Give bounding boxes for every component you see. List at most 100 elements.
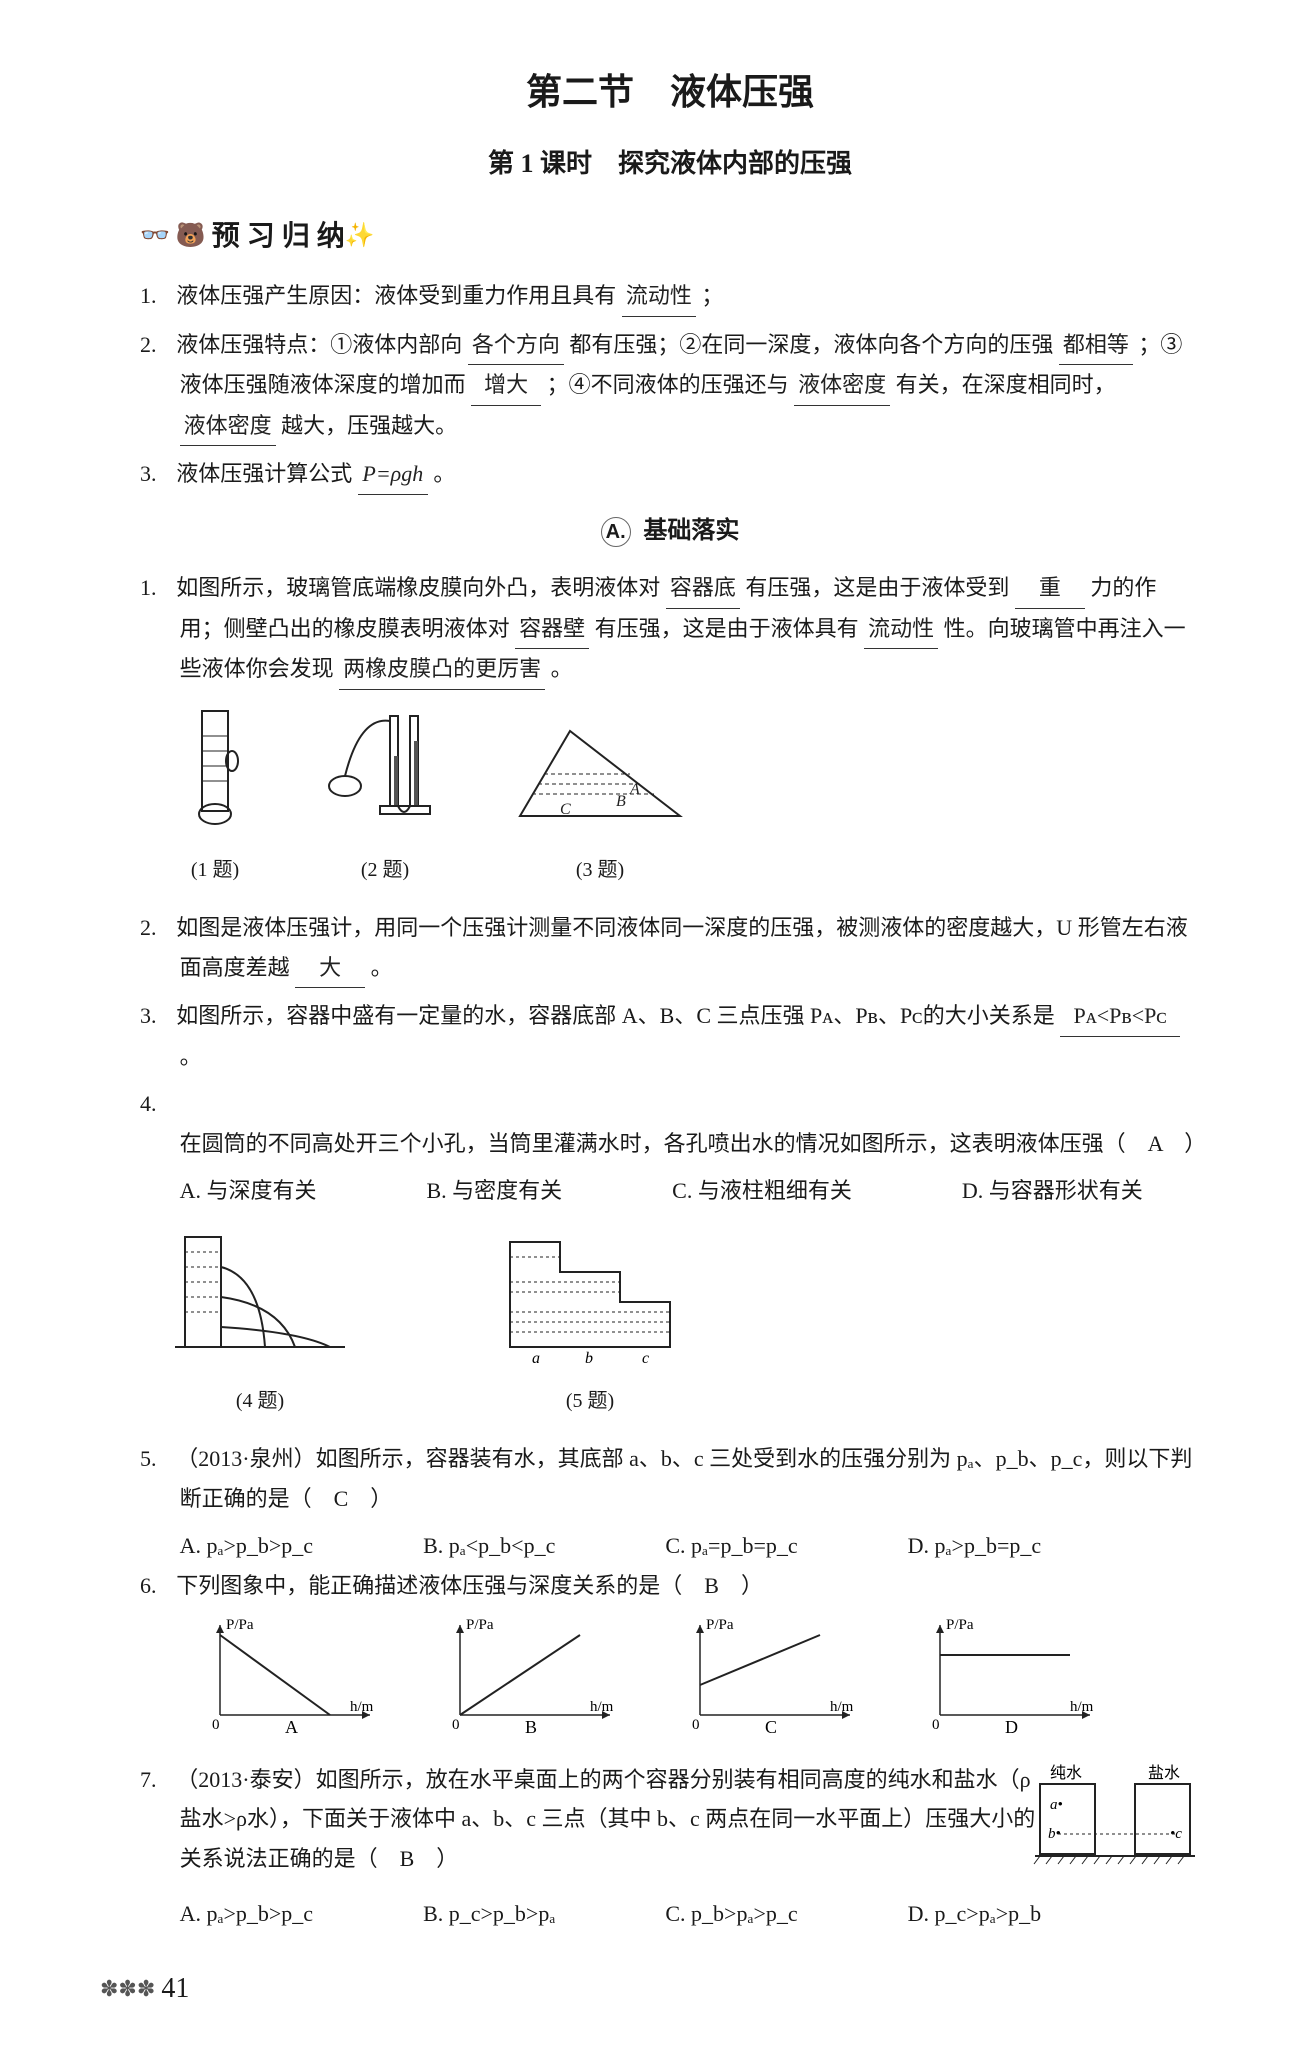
svg-text:B: B [525,1717,537,1735]
preview-list: 1. 液体压强产生原因：液体受到重力作用且具有 流动性 ； 2. 液体压强特点：… [140,276,1200,495]
svg-text:C: C [560,801,571,818]
svg-text:P/Pa: P/Pa [466,1617,494,1633]
fig-3: C B A (3 题) [510,716,690,888]
graph-row: P/Pa h/m 0 A P/Pa h/m 0 B [190,1615,1200,1745]
blank: 流动性 [622,276,696,317]
opt-c: C. pₐ=p_b=p_c [665,1526,797,1566]
q-num: 3. [140,996,171,1036]
svg-text:h/m: h/m [350,1699,374,1715]
svg-text:0: 0 [692,1717,700,1733]
text: 。 [433,461,455,486]
q2: 2. 如图是液体压强计，用同一个压强计测量不同液体同一深度的压强，被测液体的密度… [140,908,1200,988]
tube-icon [170,706,260,836]
blank: 都相等 [1059,325,1133,366]
svg-text:A: A [285,1717,298,1735]
blank: 容器壁 [515,609,589,650]
q-num: 2. [140,908,171,948]
fig-label: (4 题) [170,1383,350,1419]
text: 。 [371,955,393,980]
svg-text:a•: a• [1050,1797,1063,1813]
cylinder-holes-icon [170,1227,350,1367]
svg-text:C: C [765,1717,777,1735]
fig-label: (5 题) [490,1383,690,1419]
svg-text:0: 0 [212,1717,220,1733]
chart-icon: P/Pa h/m 0 A [190,1615,390,1735]
text: 。 [551,656,573,681]
opt-b: B. p_c>p_b>pₐ [423,1894,555,1934]
text: 有压强，这是由于液体具有 [595,616,859,641]
blank: P=ρgh [358,454,428,495]
opt-d: D. 与容器形状有关 [962,1171,1143,1211]
text: （2013·泰安）如图所示，放在水平桌面上的两个容器分别装有相同高度的纯水和盐水… [176,1767,1035,1871]
svg-text:a: a [532,1350,540,1367]
q-num: 1. [140,568,171,608]
opt-b: B. pₐ<p_b<p_c [423,1526,555,1566]
two-containers-icon: 纯水 盐水 a• b• •c [1030,1764,1200,1874]
fig-row-2: (4 题) a b c (5 题) [170,1227,1200,1419]
svg-text:0: 0 [932,1717,940,1733]
fig-label: (2 题) [320,852,450,888]
text: 液体压强特点：①液体内部向 [176,332,462,357]
blank: 大 [295,948,365,989]
graph-b: P/Pa h/m 0 B [430,1615,630,1745]
tag-text: 基础落实 [643,517,739,544]
svg-text:•c: •c [1170,1826,1182,1842]
text: 。 [180,1044,202,1069]
text: ； [701,283,723,308]
q-num: 2. [140,325,171,365]
svg-text:c: c [642,1350,649,1367]
opt-a: A. pₐ>p_b>p_c [180,1526,313,1566]
preview-q3: 3. 液体压强计算公式 P=ρgh 。 [140,454,1200,495]
text: 液体压强计算公式 [176,461,352,486]
svg-text:B: B [616,793,626,810]
svg-text:0: 0 [452,1717,460,1733]
q7: 7. （2013·泰安）如图所示，放在水平桌面上的两个容器分别装有相同高度的纯水… [140,1760,1200,1887]
svg-text:h/m: h/m [1070,1699,1094,1715]
graph-c: P/Pa h/m 0 C [670,1615,870,1745]
text: 越大，压强越大。 [281,413,457,438]
triangle-container-icon: C B A [510,716,690,836]
fig-label: (1 题) [170,852,260,888]
step-container-icon: a b c [490,1227,690,1367]
svg-text:b: b [585,1350,593,1367]
svg-text:D: D [1005,1717,1018,1735]
q-num: 4. [140,1084,171,1124]
page-number-value: 41 [161,1964,189,2014]
blank: 液体密度 [180,406,276,447]
opt-a: A. pₐ>p_b>p_c [180,1894,313,1934]
section-title: 第二节 液体压强 [140,60,1200,125]
opt-d: D. pₐ>p_b=p_c [908,1526,1041,1566]
q5-options: A. pₐ>p_b>p_c B. pₐ<p_b<p_c C. pₐ=p_b=p_… [180,1526,1200,1566]
fig-label: (3 题) [510,852,690,888]
text: 在圆筒的不同高处开三个小孔，当筒里灌满水时，各孔喷出水的情况如图所示，这表明液体… [180,1131,1207,1156]
fig-4: (4 题) [170,1227,350,1419]
q5: 5. （2013·泉州）如图所示，容器装有水，其底部 a、b、c 三处受到水的压… [140,1439,1200,1518]
q7-figure: 纯水 盐水 a• b• •c [1070,1764,1200,1887]
banner-text: 预 习 归 纳 [212,212,345,262]
q3: 3. 如图所示，容器中盛有一定量的水，容器底部 A、B、C 三点压强 Pᴀ、Pʙ… [140,996,1200,1076]
chart-icon: P/Pa h/m 0 D [910,1615,1110,1735]
svg-text:P/Pa: P/Pa [226,1617,254,1633]
svg-text:P/Pa: P/Pa [946,1617,974,1633]
text: （2013·泉州）如图所示，容器装有水，其底部 a、b、c 三处受到水的压强分别… [176,1446,1192,1511]
q-num: 3. [140,454,171,494]
q4: 4. 在圆筒的不同高处开三个小孔，当筒里灌满水时，各孔喷出水的情况如图所示，这表… [140,1084,1200,1163]
fig-1: (1 题) [170,706,260,888]
blank: 容器底 [666,568,740,609]
q6: 6. 下列图象中，能正确描述液体压强与深度关系的是（ B ） [140,1566,1200,1606]
section-a-list: 1. 如图所示，玻璃管底端橡皮膜向外凸，表明液体对 容器底 有压强，这是由于液体… [140,568,1200,1934]
lesson-title: 第 1 课时 探究液体内部的压强 [140,141,1200,188]
graph-a: P/Pa h/m 0 A [190,1615,390,1745]
chart-icon: P/Pa h/m 0 C [670,1615,870,1735]
svg-text:h/m: h/m [830,1699,854,1715]
blank: 各个方向 [468,325,564,366]
opt-a: A. 与深度有关 [180,1171,317,1211]
svg-text:盐水: 盐水 [1148,1764,1180,1782]
svg-text:A: A [629,781,640,798]
opt-c: C. p_b>pₐ>p_c [665,1894,797,1934]
preview-q2: 2. 液体压强特点：①液体内部向 各个方向 都有压强；②在同一深度，液体向各个方… [140,325,1200,447]
opt-d: D. p_c>pₐ>p_b [908,1894,1041,1934]
q-num: 6. [140,1566,171,1606]
blank: 重 [1015,568,1085,609]
q7-options: A. pₐ>p_b>p_c B. p_c>p_b>pₐ C. p_b>pₐ>p_… [180,1894,1200,1934]
